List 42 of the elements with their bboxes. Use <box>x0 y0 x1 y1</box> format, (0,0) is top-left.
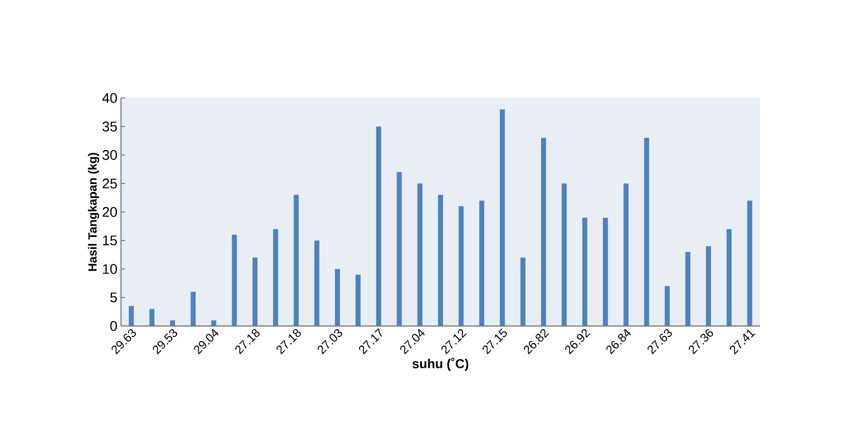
bar <box>149 308 154 326</box>
bar <box>706 246 711 326</box>
bar <box>252 258 258 326</box>
bar <box>294 194 299 326</box>
bar <box>726 229 732 326</box>
y-tick-label: 5 <box>110 292 117 302</box>
y-tick-label: 10 <box>103 264 117 274</box>
bar <box>396 172 402 326</box>
bar <box>334 269 340 326</box>
x-axis-title: suhu (˚C) <box>412 358 468 371</box>
bar <box>170 320 176 326</box>
bar <box>417 184 422 326</box>
bar <box>500 109 505 326</box>
bar <box>273 229 278 326</box>
y-tick-label: 25 <box>102 178 117 188</box>
y-tick-label: 40 <box>102 93 117 103</box>
y-tick-label: 30 <box>102 150 117 160</box>
bar <box>562 184 567 326</box>
bar <box>479 200 484 326</box>
bar <box>128 306 134 326</box>
bar <box>541 138 546 326</box>
y-tick-label: 20 <box>102 207 117 217</box>
bar <box>664 286 670 326</box>
bar <box>458 206 464 326</box>
bar <box>438 194 444 326</box>
bar <box>747 200 752 326</box>
bar <box>685 252 690 326</box>
y-axis-title: Hasil Tangkapan (kg) <box>88 152 100 271</box>
bar <box>582 218 588 326</box>
bar <box>232 234 237 326</box>
bar <box>190 292 196 326</box>
y-tick-label: 35 <box>102 122 117 132</box>
bar <box>602 218 608 326</box>
bar <box>520 258 526 326</box>
bar <box>314 240 320 326</box>
bar <box>211 320 216 326</box>
y-tick-label: 0 <box>110 321 117 331</box>
bar <box>624 184 629 326</box>
bar <box>376 126 382 326</box>
bar <box>356 274 361 326</box>
y-tick-label: 15 <box>103 236 117 246</box>
bar <box>644 138 650 326</box>
